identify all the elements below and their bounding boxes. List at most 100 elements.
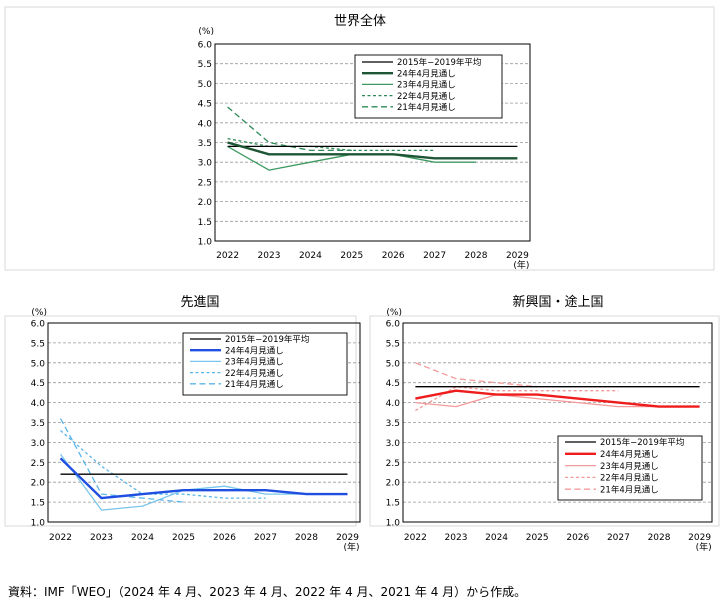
emerging-y-tick-label: 1.0: [386, 519, 401, 529]
advanced-y-axis-label: (%): [31, 308, 47, 318]
advanced-y-tick-label: 3.0: [31, 439, 46, 449]
emerging-x-tick-label: 2022: [404, 533, 427, 543]
emerging-legend: [557, 435, 703, 501]
emerging-y-tick-label: 4.0: [386, 399, 401, 409]
emerging-y-tick-label: 2.5: [386, 459, 400, 469]
advanced-x-tick-label: 2028: [295, 533, 318, 543]
world-y-tick-label: 2.5: [198, 178, 212, 188]
source-footnote: 資料：IMF「WEO」（2024 年 4 月、2023 年 4 月、2022 年…: [8, 585, 527, 599]
emerging-y-tick-label: 3.5: [386, 419, 400, 429]
advanced-legend: [182, 332, 348, 396]
world-y-tick-label: 5.0: [198, 80, 213, 90]
emerging-x-tick-label: 2025: [526, 533, 549, 543]
emerging-y-tick-label: 6.0: [386, 320, 401, 330]
world-series-line-4: [227, 106, 352, 152]
world-x-tick-label: 2023: [258, 251, 281, 261]
world-series-line-3: [227, 137, 435, 152]
advanced-legend-label: 23年4月見通し: [225, 357, 284, 368]
world-y-tick-label: 2.0: [198, 198, 213, 208]
advanced-legend-label: 21年4月見通し: [225, 379, 284, 390]
world-legend-label: 22年4月見通し: [397, 91, 456, 102]
emerging-y-tick-label: 4.5: [386, 379, 400, 389]
world-x-tick-label: 2025: [340, 251, 363, 261]
world-y-axis-label: (%): [198, 27, 214, 37]
world-y-tick-label: 4.5: [198, 100, 212, 110]
emerging-y-tick-label: 5.0: [386, 359, 401, 369]
world-x-tick-label: 2027: [423, 251, 446, 261]
world-plot-area: [214, 43, 531, 242]
advanced-legend-label: 24年4月見通し: [225, 345, 284, 356]
world-y-tick-label: 5.5: [198, 60, 212, 70]
advanced-series-line-1: [59, 457, 348, 500]
emerging-legend-label: 23年4月見通し: [600, 461, 659, 472]
world-x-tick-label: 2022: [216, 251, 239, 261]
emerging-y-tick-label: 3.0: [386, 439, 401, 449]
advanced-x-tick-label: 2024: [131, 533, 154, 543]
emerging-legend-label: 24年4月見通し: [600, 449, 659, 460]
emerging-x-tick-label: 2027: [607, 533, 630, 543]
emerging-y-tick-label: 5.5: [386, 339, 400, 349]
advanced-y-tick-label: 2.0: [31, 479, 46, 489]
emerging-x-tick-label: 2029: [688, 533, 711, 543]
chart-title-advanced: 先進国: [180, 295, 220, 310]
advanced-x-axis-label: (年): [344, 541, 360, 553]
emerging-plot-area: [402, 322, 713, 523]
emerging-series-line-2: [415, 393, 659, 408]
advanced-y-tick-label: 2.5: [31, 459, 45, 469]
advanced-series-line-4: [59, 418, 184, 503]
emerging-y-tick-label: 1.5: [386, 499, 400, 509]
advanced-y-tick-label: 6.0: [31, 320, 46, 330]
emerging-x-tick-label: 2026: [566, 533, 589, 543]
emerging-y-axis-label: (%): [386, 308, 402, 318]
advanced-x-tick-label: 2023: [90, 533, 113, 543]
world-x-axis-label: (年): [513, 259, 529, 271]
advanced-y-tick-label: 4.5: [31, 379, 45, 389]
emerging-legend-label: 22年4月見通し: [600, 473, 659, 484]
emerging-x-tick-label: 2023: [445, 533, 468, 543]
world-y-tick-label: 6.0: [198, 41, 213, 51]
emerging-series-line-3: [415, 386, 619, 412]
advanced-y-tick-label: 1.5: [31, 499, 45, 509]
world-legend-label: 23年4月見通し: [397, 80, 456, 91]
world-x-tick-label: 2024: [299, 251, 322, 261]
world-y-tick-label: 3.5: [198, 139, 212, 149]
world-legend-label: 21年4月見通し: [397, 102, 456, 113]
world-legend: [354, 54, 503, 119]
emerging-x-axis-label: (年): [696, 541, 712, 553]
advanced-plot-area: [47, 322, 361, 523]
world-x-tick-label: 2026: [382, 251, 405, 261]
world-x-tick-label: 2028: [465, 251, 488, 261]
emerging-y-tick-label: 2.0: [386, 479, 401, 489]
emerging-legend-label: 21年4月見通し: [600, 484, 659, 495]
world-legend-label: 24年4月見通し: [397, 68, 456, 79]
advanced-y-tick-label: 5.5: [31, 339, 45, 349]
advanced-series-line-3: [60, 430, 266, 499]
advanced-x-tick-label: 2026: [213, 533, 236, 543]
advanced-x-tick-label: 2029: [336, 533, 359, 543]
chart-title-emerging: 新興国・途上国: [512, 295, 604, 310]
world-y-tick-label: 1.5: [198, 218, 212, 228]
world-y-tick-label: 1.0: [198, 238, 213, 248]
advanced-x-tick-label: 2027: [254, 533, 277, 543]
advanced-y-tick-label: 4.0: [31, 399, 46, 409]
advanced-legend-label: 22年4月見通し: [225, 368, 284, 379]
advanced-x-tick-label: 2022: [49, 533, 72, 543]
world-y-tick-label: 3.0: [198, 159, 213, 169]
world-chart-frame: [4, 6, 715, 271]
emerging-x-tick-label: 2028: [648, 533, 671, 543]
emerging-series-line-1: [415, 389, 700, 408]
emerging-chart-frame: [369, 315, 720, 527]
emerging-x-tick-label: 2024: [485, 533, 508, 543]
world-x-tick-label: 2029: [506, 251, 529, 261]
world-legend-label: 2015年−2019年平均: [397, 57, 481, 68]
emerging-series-line-4: [415, 362, 538, 388]
advanced-y-tick-label: 5.0: [31, 359, 46, 369]
world-series-line-1: [227, 141, 518, 160]
emerging-legend-label: 2015年−2019年平均: [600, 437, 684, 448]
advanced-x-tick-label: 2025: [172, 533, 195, 543]
advanced-legend-label: 2015年−2019年平均: [225, 334, 309, 345]
advanced-y-tick-label: 1.0: [31, 519, 46, 529]
world-y-tick-label: 4.0: [198, 119, 213, 129]
